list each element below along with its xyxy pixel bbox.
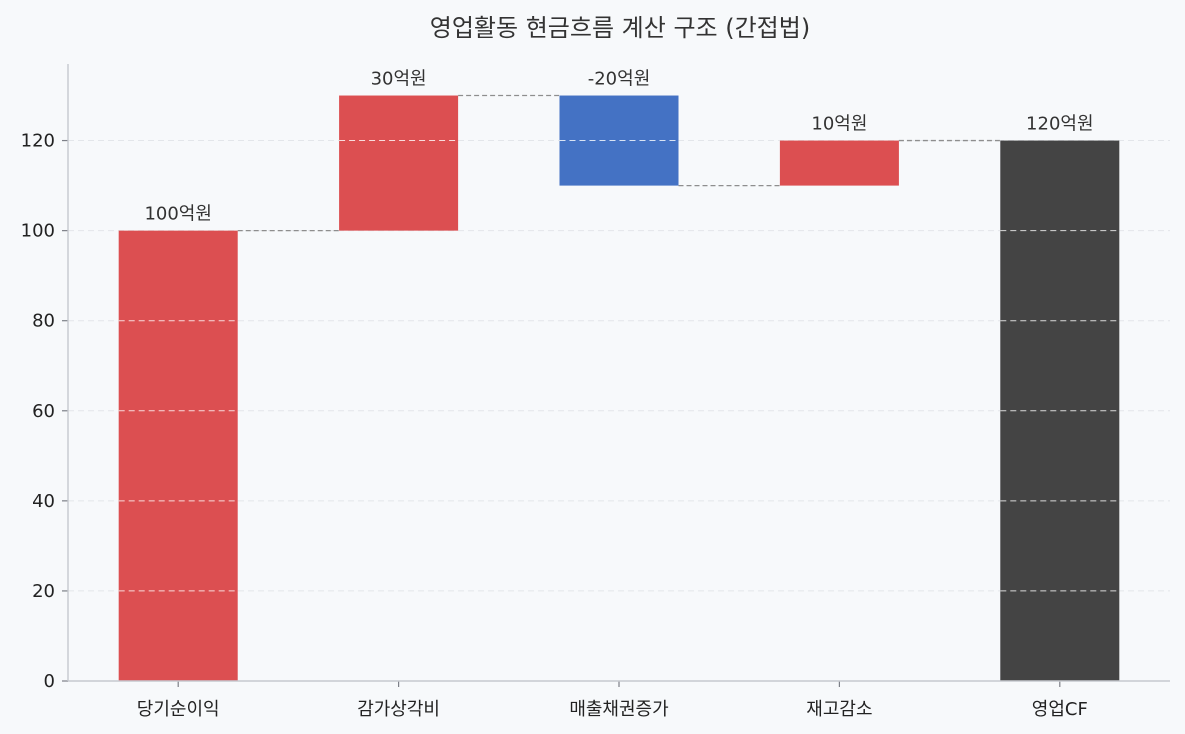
y-tick-label-0: 0 [44, 671, 55, 692]
x-tick-label-영업CF: 영업CF [1032, 699, 1088, 720]
bar-감가상각비 [339, 95, 459, 231]
bar-grid-overlay [118, 140, 1120, 592]
axis-layer [62, 64, 1170, 687]
bar-재고감소 [779, 140, 899, 186]
x-tick-label-매출채권증가: 매출채권증가 [569, 699, 668, 720]
y-tick-label-20: 20 [32, 581, 55, 602]
bar-layer [118, 95, 1120, 682]
y-tick-label-40: 40 [32, 491, 55, 512]
connector-layer [237, 94, 1001, 232]
x-tick-label-당기순이익: 당기순이익 [137, 699, 220, 720]
y-tick-label-120: 120 [21, 131, 55, 152]
value-label-감가상각비: 30억원 [371, 69, 427, 90]
value-label-매출채권증가: -20억원 [588, 69, 651, 90]
y-tick-label-60: 60 [32, 401, 55, 422]
bar-매출채권증가 [559, 95, 679, 186]
bar-당기순이익 [118, 230, 238, 681]
x-tick-label-재고감소: 재고감소 [806, 699, 872, 720]
value-label-재고감소: 10억원 [811, 114, 867, 135]
value-label-영업CF: 120억원 [1026, 114, 1093, 135]
bar-영업CF [1000, 140, 1120, 682]
chart-title: 영업활동 현금흐름 계산 구조 (간접법) [430, 14, 810, 42]
value-label-당기순이익: 100억원 [144, 204, 211, 225]
x-tick-label-감가상각비: 감가상각비 [357, 699, 440, 720]
y-tick-label-100: 100 [21, 221, 55, 242]
y-tick-label-80: 80 [32, 311, 55, 332]
